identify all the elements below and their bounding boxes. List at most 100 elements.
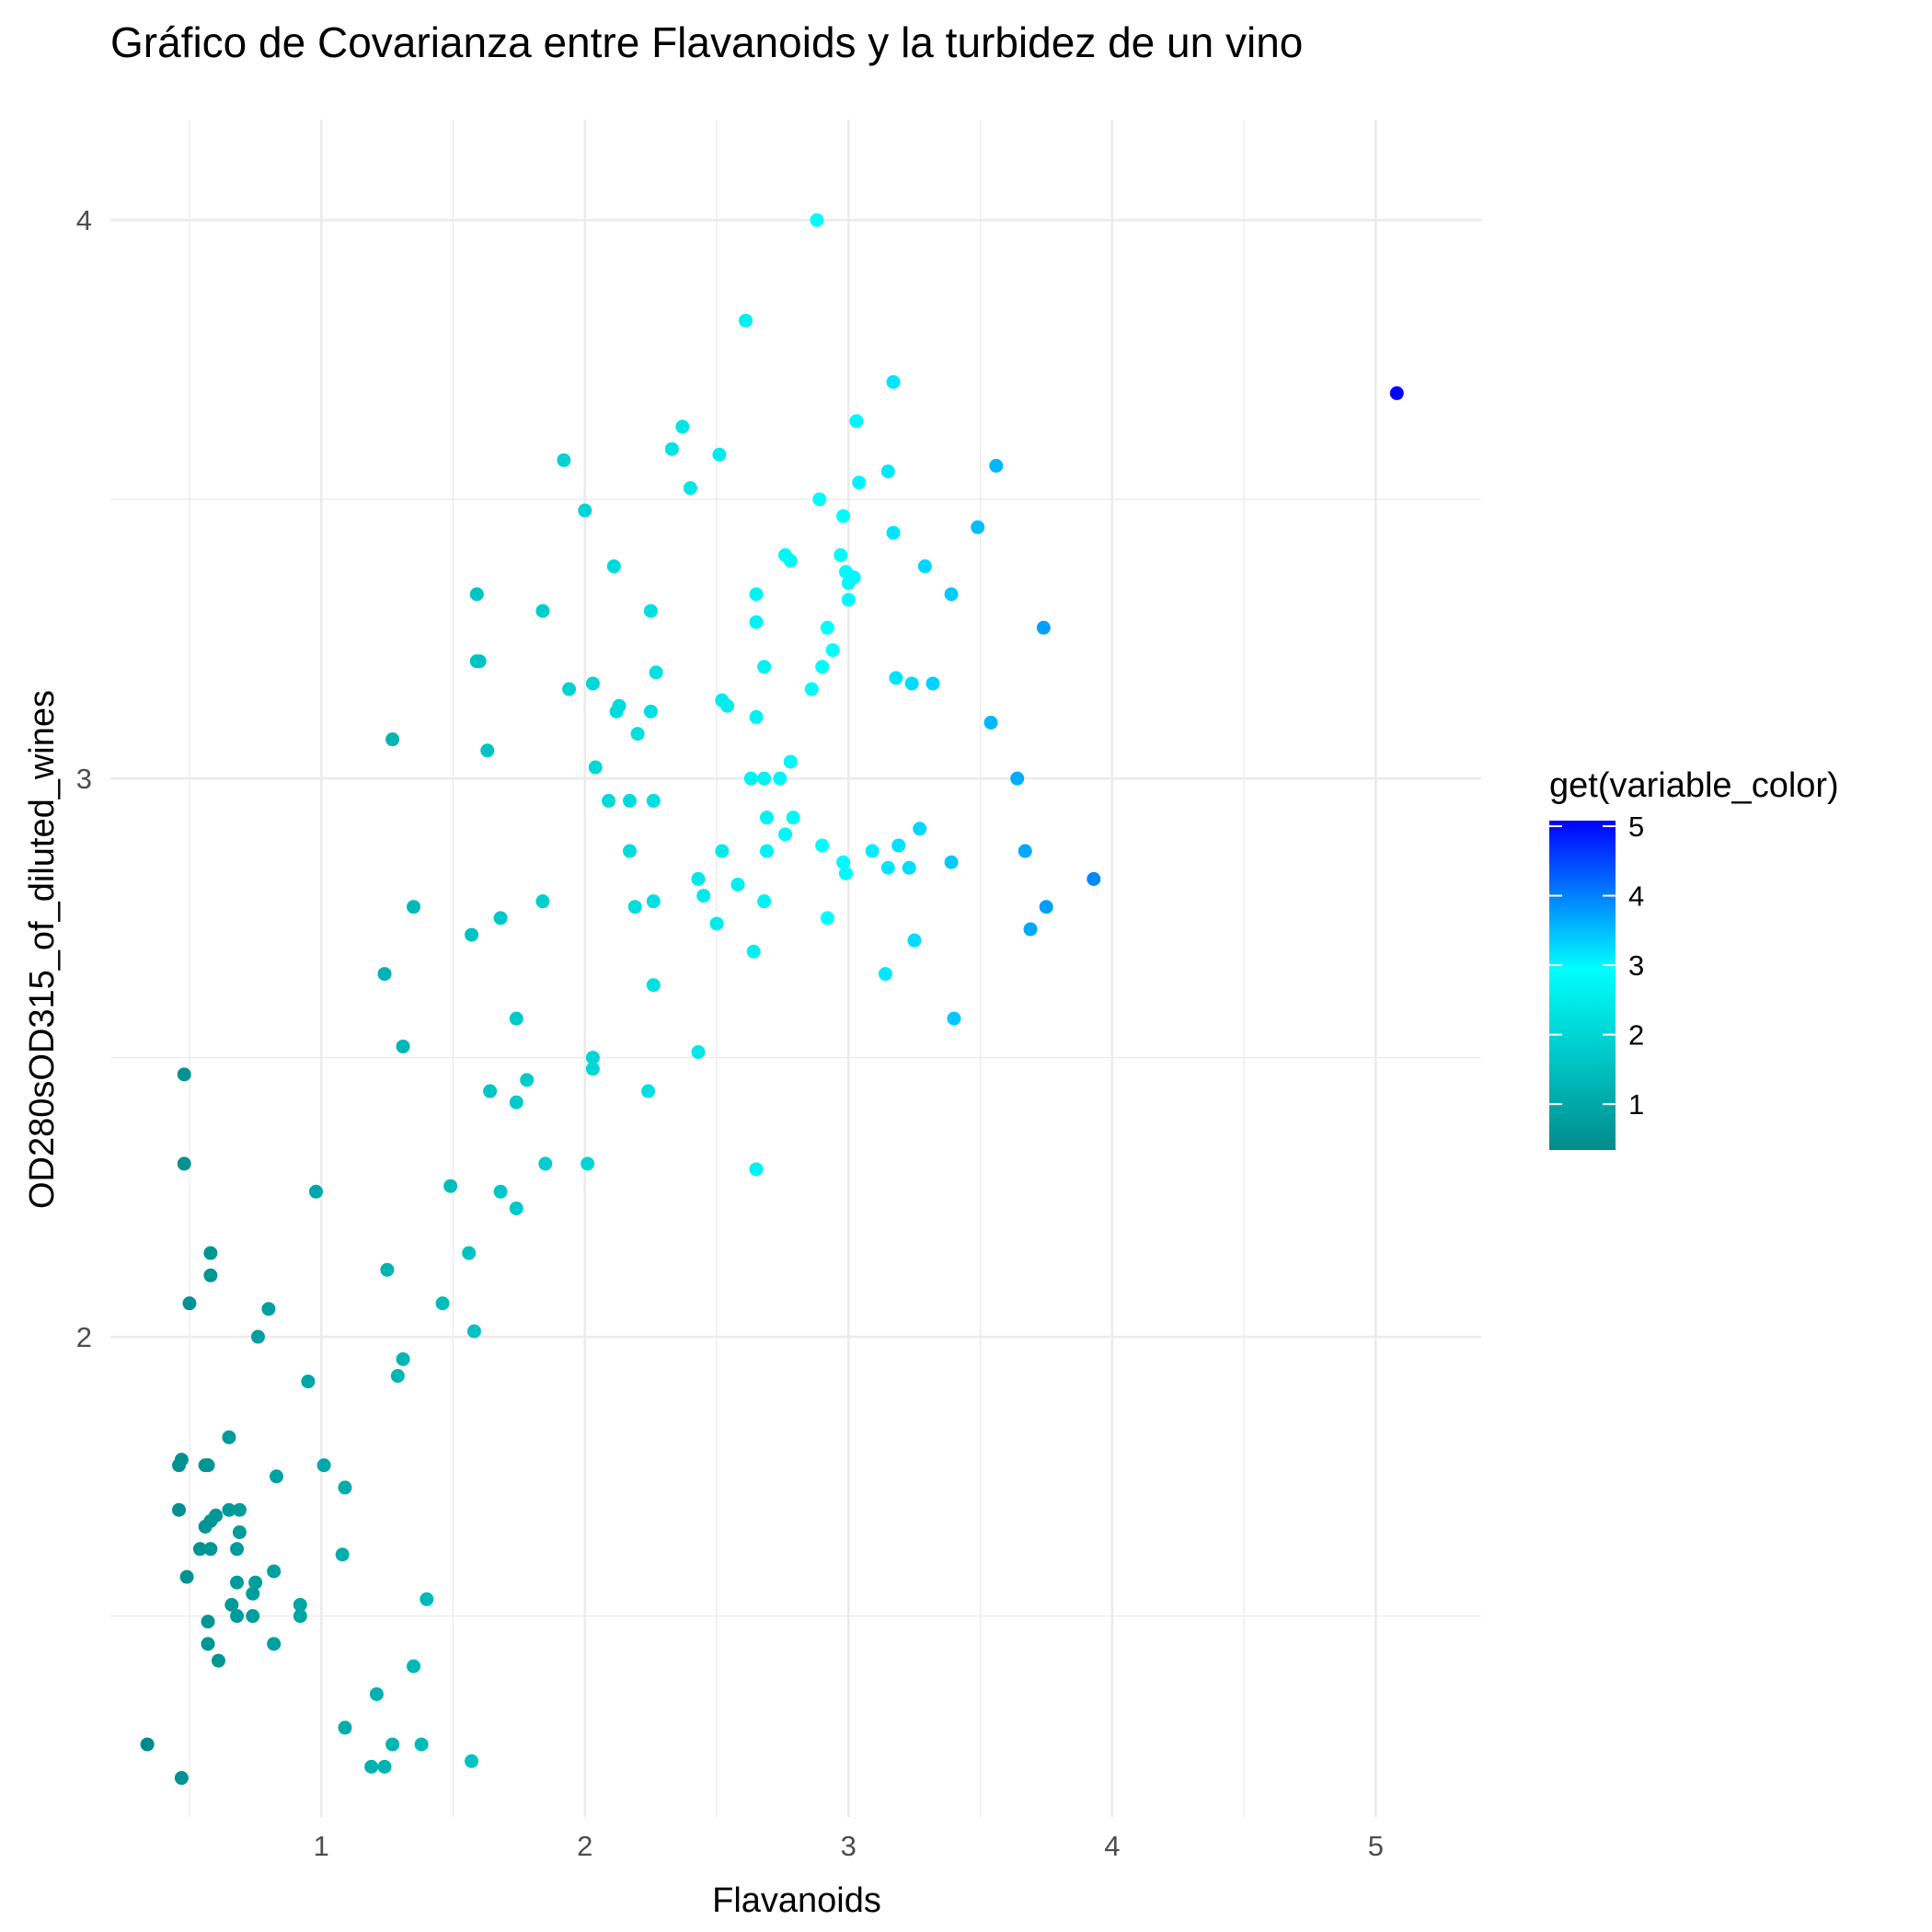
scatter-point (917, 559, 932, 574)
scatter-point (248, 1575, 263, 1590)
scatter-point (749, 587, 764, 602)
scatter-point (1036, 620, 1051, 635)
scatter-point (757, 660, 772, 674)
scatter-point (983, 715, 998, 730)
scatter-point (472, 654, 487, 669)
x-tick-label: 2 (577, 1830, 592, 1862)
scatter-point (820, 620, 834, 635)
scatter-point (585, 1062, 600, 1076)
scatter-point (443, 1179, 458, 1193)
scatter-point (1023, 922, 1038, 937)
scatter-point (293, 1597, 307, 1612)
scatter-point (588, 760, 603, 775)
y-tick-label: 2 (76, 1321, 92, 1353)
scatter-point (364, 1759, 379, 1774)
scatter-point (643, 604, 658, 618)
scatter-point (944, 855, 959, 869)
scatter-point (535, 604, 550, 618)
scatter-point (749, 615, 764, 629)
scatter-point (435, 1296, 450, 1311)
scatter-point (557, 453, 571, 467)
legend-tick-label: 1 (1628, 1088, 1644, 1121)
scatter-point (493, 911, 508, 926)
color-legend: get(variable_color) 1 2 3 4 5 (1549, 766, 1839, 1150)
scatter-point (880, 860, 895, 875)
scatter-point (641, 1084, 656, 1098)
scatter-point (902, 860, 916, 875)
scatter-point (783, 754, 798, 769)
scatter-point (746, 944, 761, 959)
scatter-point (465, 1754, 479, 1768)
scatter-point (622, 844, 637, 858)
scatter-point (947, 1011, 961, 1026)
x-tick-label: 4 (1104, 1830, 1120, 1862)
scatter-point (836, 855, 851, 869)
scatter-point (820, 911, 834, 926)
scatter-point (810, 213, 824, 227)
scatter-point (407, 900, 421, 914)
scatter-point (773, 771, 788, 786)
scatter-point (891, 838, 906, 853)
scatter-point (841, 576, 856, 591)
scatter-point (804, 682, 819, 696)
y-axis-title: OD280sOD315_of_diluted_wines (23, 690, 62, 1209)
scatter-point (630, 727, 645, 742)
x-axis-title: Flavanoids (712, 1881, 881, 1920)
scatter-point (886, 525, 901, 540)
scatter-point (261, 1302, 276, 1317)
scatter-point (250, 1329, 265, 1344)
scatter-point (739, 313, 753, 328)
scatter-point (778, 827, 793, 842)
scatter-point (201, 1458, 215, 1473)
scatter-point (783, 553, 798, 568)
scatter-point (420, 1592, 434, 1606)
scatter-point (466, 1324, 481, 1339)
scatter-point (664, 442, 679, 456)
scatter-point (203, 1542, 218, 1557)
scatter-point (309, 1184, 323, 1199)
legend-ticks: 1 2 3 4 5 (1549, 811, 1644, 1121)
scatter-point (230, 1609, 245, 1624)
scatter-point (757, 894, 772, 909)
scatter-point (609, 704, 624, 719)
scatter-point (1018, 844, 1032, 858)
scatter-point (643, 704, 658, 719)
scatter-point (838, 866, 853, 880)
scatter-point (480, 743, 495, 758)
scatter-point (338, 1480, 352, 1495)
scatter-point (140, 1737, 155, 1752)
scatter-point (1389, 385, 1404, 400)
scatter-point (174, 1771, 189, 1786)
scatter-point (602, 793, 616, 808)
scatter-point (913, 822, 927, 836)
scatter-point (889, 671, 903, 685)
scatter-point (414, 1737, 429, 1752)
legend-tick-label: 5 (1628, 811, 1644, 843)
scatter-point (224, 1597, 239, 1612)
scatter-point (380, 1262, 395, 1277)
scatter-point (720, 698, 734, 713)
scatter-point (646, 793, 661, 808)
scatter-point (989, 458, 1004, 473)
scatter-point (203, 1246, 218, 1260)
scatter-point (377, 967, 392, 982)
scatter-point (759, 811, 774, 825)
scatter-point (743, 771, 758, 786)
scatter-point (201, 1615, 215, 1629)
scatter-point (232, 1502, 247, 1517)
scatter-point (230, 1575, 245, 1590)
scatter-point (203, 1268, 218, 1282)
scatter-point (267, 1564, 282, 1579)
scatter-point (759, 844, 774, 858)
scatter-point (338, 1720, 352, 1735)
x-tick-label: 1 (314, 1830, 329, 1862)
scatter-point (578, 503, 592, 518)
scatter-point (201, 1637, 215, 1651)
scatter-point (904, 676, 919, 691)
scatter-point (232, 1524, 247, 1539)
scatter-point (177, 1067, 191, 1082)
scatter-point (926, 676, 940, 691)
scatter-point (222, 1430, 236, 1444)
scatter-point (730, 877, 745, 891)
scatter-point (377, 1759, 392, 1774)
